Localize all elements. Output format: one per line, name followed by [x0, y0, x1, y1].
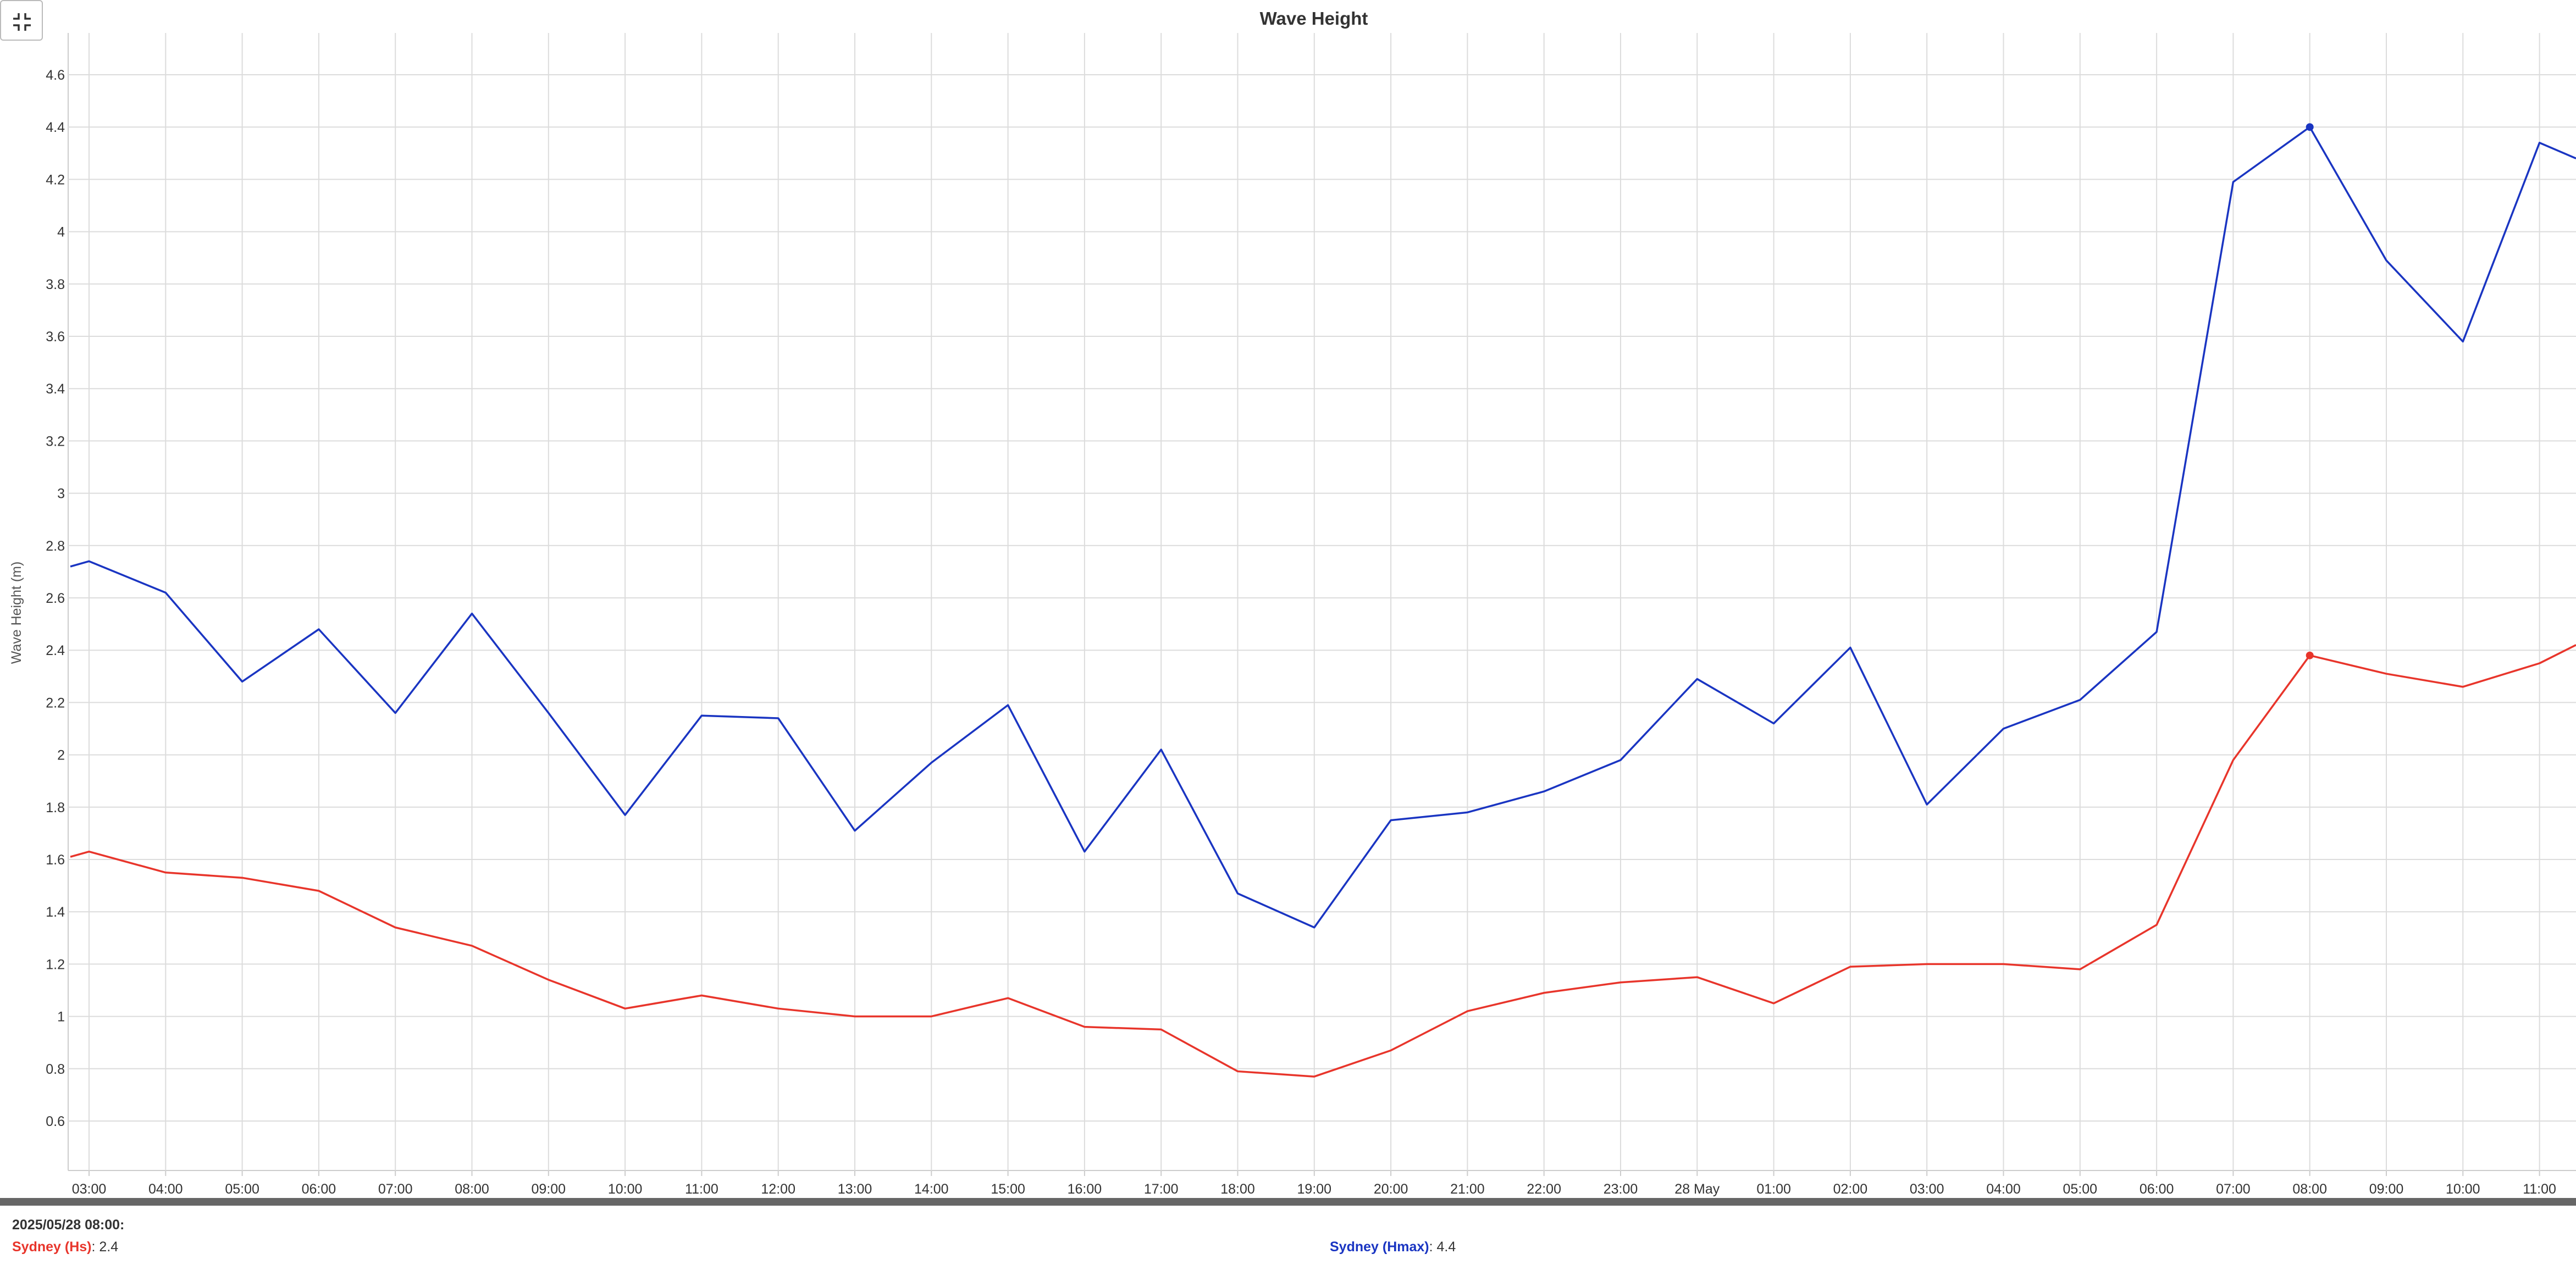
y-tick-label: 3.2	[46, 434, 65, 449]
x-tick-label: 09:00	[2369, 1181, 2404, 1197]
data-point-hs	[2306, 651, 2314, 659]
x-axis: 03:00 04:00 05:00 06:00 07:00 08:00 09:00 10:00…	[72, 1181, 2556, 1197]
y-axis: 0.6 0.8 1 1.2 1.4 1.6 1.8 2 2.2 2.4 2.6 2.8 3 3.2 3.4 3…	[46, 68, 65, 1129]
y-axis-label: Wave Height (m)	[9, 562, 24, 664]
y-tick-label: 4.4	[46, 120, 65, 135]
y-tick-label: 2.2	[46, 695, 65, 711]
y-tick-label: 4.6	[46, 68, 65, 83]
x-tick-label: 16:00	[1068, 1181, 1102, 1197]
y-tick-label: 0.6	[46, 1114, 65, 1129]
series-line-hs	[70, 644, 2576, 1078]
x-tick-label: 21:00	[1450, 1181, 1485, 1197]
y-tick-label: 1.8	[46, 800, 65, 815]
x-tick-label: 12:00	[761, 1181, 795, 1197]
info-hs: Sydney (Hs): 2.4	[12, 1239, 118, 1255]
x-tick-label: 11:00	[2523, 1181, 2556, 1197]
y-tick-label: 2.6	[46, 591, 65, 606]
x-tick-label: 06:00	[302, 1181, 336, 1197]
y-tick-label: 4.2	[46, 172, 65, 187]
data-point-hmax	[2306, 123, 2314, 131]
info-hmax-value: : 4.4	[1429, 1239, 1456, 1255]
x-tick-label: 01:00	[1756, 1181, 1791, 1197]
y-tick-label: 1	[57, 1009, 65, 1025]
x-tick-label: 07:00	[2216, 1181, 2251, 1197]
grid	[68, 33, 2576, 1176]
x-tick-label: 10:00	[608, 1181, 643, 1197]
x-tick-label: 23:00	[1604, 1181, 1638, 1197]
x-tick-label: 17:00	[1144, 1181, 1179, 1197]
x-tick-label: 04:00	[148, 1181, 183, 1197]
x-tick-label: 20:00	[1374, 1181, 1408, 1197]
x-tick-label: 18:00	[1220, 1181, 1255, 1197]
y-tick-label: 1.4	[46, 905, 65, 920]
x-tick-label: 05:00	[2063, 1181, 2098, 1197]
exit-fullscreen-icon	[13, 13, 31, 31]
x-tick-label: 22:00	[1527, 1181, 1561, 1197]
x-tick-label: 11:00	[685, 1181, 718, 1197]
y-tick-label: 3.4	[46, 381, 65, 397]
wave-height-chart[interactable]: Wave Height 0.6 0.8 1 1.2 1.4 1.6 1.8 2 2.2 2.4 2.…	[0, 0, 2576, 1203]
x-tick-label: 09:00	[532, 1181, 566, 1197]
x-tick-label: 15:00	[991, 1181, 1025, 1197]
y-tick-label: 1.6	[46, 852, 65, 868]
x-tick-label: 05:00	[225, 1181, 259, 1197]
y-tick-label: 0.8	[46, 1062, 65, 1077]
y-tick-label: 3.8	[46, 277, 65, 292]
y-tick-label: 1.2	[46, 957, 65, 972]
x-tick-label: 28 May	[1674, 1181, 1720, 1197]
y-tick-label: 2.4	[46, 643, 65, 658]
info-hs-name: Sydney (Hs)	[12, 1239, 92, 1255]
x-tick-label: 02:00	[1833, 1181, 1868, 1197]
x-tick-label: 08:00	[455, 1181, 489, 1197]
info-timestamp: 2025/05/28 08:00:	[12, 1217, 125, 1233]
info-hmax: Sydney (Hmax): 4.4	[1330, 1239, 1456, 1255]
x-tick-label: 03:00	[1910, 1181, 1944, 1197]
x-tick-label: 08:00	[2292, 1181, 2327, 1197]
x-tick-label: 19:00	[1297, 1181, 1332, 1197]
y-tick-label: 4	[57, 225, 65, 240]
x-tick-label: 04:00	[1986, 1181, 2021, 1197]
y-tick-label: 2	[57, 748, 65, 763]
info-hs-value: : 2.4	[91, 1239, 119, 1255]
x-tick-label: 14:00	[914, 1181, 949, 1197]
x-tick-label: 07:00	[378, 1181, 413, 1197]
chart-title: Wave Height	[1260, 8, 1368, 29]
info-hmax-name: Sydney (Hmax)	[1330, 1239, 1429, 1255]
x-tick-label: 03:00	[72, 1181, 107, 1197]
y-tick-label: 2.8	[46, 539, 65, 554]
x-tick-label: 10:00	[2446, 1181, 2480, 1197]
series-group	[70, 123, 2576, 1078]
range-scrollbar[interactable]	[0, 1198, 2576, 1206]
series-line-hmax	[70, 126, 2576, 929]
y-tick-label: 3	[57, 486, 65, 502]
y-tick-label: 3.6	[46, 329, 65, 345]
exit-fullscreen-button[interactable]	[0, 0, 43, 41]
x-tick-label: 13:00	[838, 1181, 872, 1197]
x-tick-label: 06:00	[2140, 1181, 2174, 1197]
